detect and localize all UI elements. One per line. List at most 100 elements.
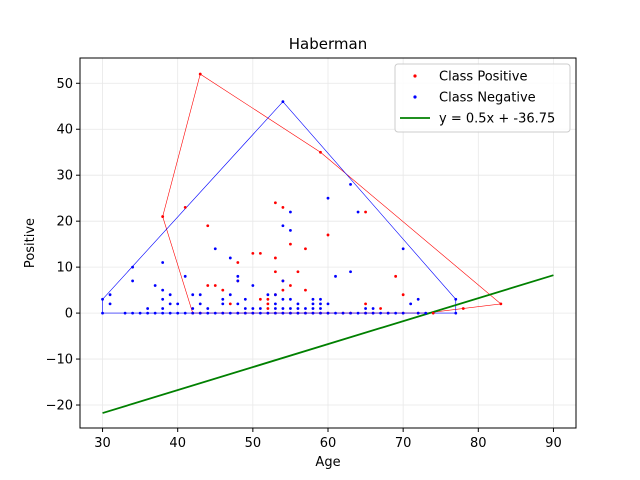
positive-point	[206, 224, 210, 228]
positive-point	[431, 311, 435, 315]
negative-point	[161, 307, 165, 310]
negative-point	[243, 297, 247, 301]
negative-point	[319, 297, 322, 301]
positive-point	[273, 270, 277, 274]
negative-point	[311, 297, 315, 301]
negative-point	[183, 274, 187, 278]
negative-point	[168, 302, 172, 306]
negative-point	[281, 297, 285, 301]
negative-point	[191, 293, 195, 297]
negative-point	[228, 293, 232, 297]
negative-point	[101, 297, 104, 301]
negative-point	[311, 311, 315, 315]
negative-point	[289, 297, 292, 301]
negative-point	[326, 196, 330, 200]
negative-point	[168, 311, 172, 315]
negative-point	[304, 307, 307, 310]
negative-point	[213, 311, 217, 315]
chart-title: Haberman	[289, 35, 367, 53]
negative-point	[289, 228, 292, 232]
negative-point	[401, 311, 405, 315]
negative-point	[266, 293, 270, 297]
negative-point	[371, 311, 375, 315]
y-axis-ticks: −20 −10 0 10 20 30 40 50	[46, 77, 80, 414]
negative-point	[319, 307, 322, 310]
negative-point	[371, 307, 375, 310]
positive-point	[198, 72, 202, 76]
negative-point	[198, 302, 202, 306]
positive-point	[206, 284, 210, 287]
x-tick-label: 30	[94, 436, 111, 451]
x-tick-label: 50	[245, 436, 262, 451]
positive-point	[364, 302, 367, 306]
negative-point	[146, 307, 150, 310]
legend-label: y = 0.5x + -36.75	[439, 112, 555, 127]
negative-point	[326, 302, 330, 306]
y-axis-label: Positive	[23, 218, 38, 268]
negative-point	[153, 284, 157, 287]
negative-point	[409, 302, 413, 306]
negative-point	[273, 311, 277, 315]
negative-point	[161, 261, 165, 264]
x-tick-label: 60	[320, 436, 337, 451]
negative-point	[311, 307, 315, 310]
positive-point	[281, 205, 285, 209]
negative-point	[289, 311, 292, 315]
positive-point	[273, 201, 277, 205]
negative-point	[364, 311, 367, 315]
positive-point	[266, 302, 270, 306]
negative-point	[161, 311, 165, 315]
legend-label: Class Negative	[439, 91, 536, 106]
negative-point	[304, 311, 307, 315]
negative-point	[236, 274, 240, 278]
negative-point	[108, 293, 112, 297]
positive-point	[304, 288, 307, 292]
negative-point	[364, 307, 367, 310]
negative-point	[326, 311, 330, 315]
negative-point	[289, 210, 292, 214]
negative-point	[161, 288, 165, 292]
negative-point	[281, 224, 285, 228]
negative-point	[168, 293, 172, 297]
negative-point	[176, 302, 180, 306]
negative-point	[236, 279, 240, 283]
x-axis-label: Age	[315, 455, 340, 470]
negative-point	[424, 311, 428, 315]
positive-point	[221, 288, 225, 292]
positive-point	[379, 307, 383, 310]
negative-point	[206, 311, 210, 315]
negative-point	[296, 311, 300, 315]
negative-point	[356, 210, 360, 214]
positive-point	[273, 256, 277, 260]
negative-point	[131, 279, 135, 283]
negative-point	[228, 311, 232, 315]
negative-point	[356, 311, 360, 315]
legend: Class Positive Class Negative y = 0.5x + -…	[394, 63, 571, 133]
negative-point	[273, 302, 277, 306]
legend-marker	[413, 74, 417, 78]
negative-point	[236, 302, 240, 306]
negative-point	[228, 256, 232, 260]
positive-point	[266, 307, 270, 310]
positive-point	[304, 247, 307, 251]
positive-point	[394, 274, 398, 278]
positive-point	[289, 242, 292, 246]
negative-point	[221, 311, 225, 315]
negative-point	[138, 311, 142, 315]
y-tick-label: 50	[56, 77, 73, 92]
negative-point	[334, 311, 337, 315]
negative-point	[191, 311, 195, 315]
positive-point	[319, 150, 322, 154]
negative-point	[131, 265, 135, 269]
negative-point	[213, 247, 217, 251]
negative-point	[349, 311, 352, 315]
negative-point	[454, 311, 458, 315]
negative-point	[191, 307, 195, 310]
negative-point	[198, 311, 202, 315]
negative-point	[334, 274, 337, 278]
negative-point	[131, 311, 135, 315]
negative-point	[281, 307, 285, 310]
positive-point	[251, 251, 255, 255]
negative-point	[273, 293, 277, 297]
positive-point	[364, 210, 367, 214]
